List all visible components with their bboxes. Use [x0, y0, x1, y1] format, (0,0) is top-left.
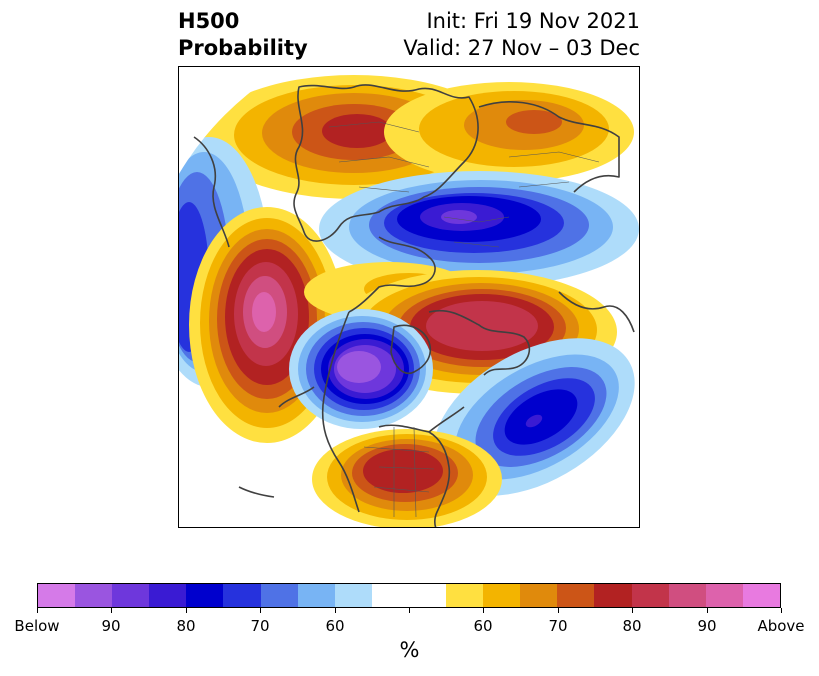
- colorbar-tick-labels: Below 90 80 70 60 60 70 80 90 Above: [0, 617, 819, 637]
- probability-map: [179, 75, 639, 527]
- valid-period: Valid: 27 Nov – 03 Dec: [403, 36, 640, 60]
- anomaly-below-central-arctic: [319, 171, 639, 287]
- colorbar-cell: [223, 584, 261, 607]
- colorbar-tick-label: 60: [473, 617, 493, 635]
- colorbar-tick: [558, 608, 559, 613]
- colorbar-tick: [409, 608, 410, 613]
- colorbar-tick-label: 80: [176, 617, 196, 635]
- colorbar-cell: [483, 584, 521, 607]
- colorbar-cell: [668, 584, 706, 607]
- anomaly-above-eastern-us: [312, 429, 502, 527]
- colorbar-cell: [75, 584, 113, 607]
- title-variable: H500: [178, 9, 240, 33]
- colorbar-tick-label: 70: [548, 617, 568, 635]
- title-subtitle: Probability: [178, 36, 308, 60]
- colorbar-units-label: %: [399, 638, 420, 662]
- colorbar: [37, 583, 781, 608]
- colorbar-cell: [149, 584, 187, 607]
- colorbar-cell: [334, 584, 372, 607]
- colorbar-cell: [520, 584, 558, 607]
- colorbar-tick-label: Above: [757, 617, 805, 635]
- colorbar-cell: [297, 584, 335, 607]
- colorbar-cell: [631, 584, 669, 607]
- colorbar-cell: [594, 584, 632, 607]
- colorbar-tick-label: 70: [250, 617, 270, 635]
- title-left: H500 Probability: [178, 8, 308, 62]
- colorbar-tick: [335, 608, 336, 613]
- colorbar-tick: [632, 608, 633, 613]
- colorbar-tick-label: 80: [622, 617, 642, 635]
- colorbar-cell: [408, 584, 447, 607]
- colorbar-cell: [260, 584, 298, 607]
- colorbar-tick: [483, 608, 484, 613]
- colorbar-tick: [37, 608, 38, 613]
- colorbar-tick-label: 90: [101, 617, 121, 635]
- title-right: Init: Fri 19 Nov 2021 Valid: 27 Nov – 03…: [403, 8, 640, 62]
- colorbar-tick: [111, 608, 112, 613]
- borders: [328, 121, 600, 518]
- colorbar-tick-label: 60: [325, 617, 345, 635]
- map-frame: [178, 66, 640, 528]
- init-time: Init: Fri 19 Nov 2021: [426, 9, 640, 33]
- colorbar-cell: [446, 584, 484, 607]
- coastlines: [193, 84, 635, 527]
- colorbar-ticks: [37, 608, 782, 616]
- colorbar-tick: [260, 608, 261, 613]
- colorbar-cell: [742, 584, 780, 607]
- colorbar-cell: [557, 584, 595, 607]
- colorbar-cell: [705, 584, 743, 607]
- colorbar-cell: [112, 584, 150, 607]
- colorbar-tick: [707, 608, 708, 613]
- anomaly-below-western-canada: [289, 309, 433, 429]
- anomaly-above-beaufort-arctic: [384, 82, 634, 182]
- colorbar-tick-label: 90: [697, 617, 717, 635]
- colorbar-tick: [781, 608, 782, 613]
- colorbar-cell: [38, 584, 76, 607]
- colorbar-tick: [186, 608, 187, 613]
- colorbar-tick-label: Below: [14, 617, 60, 635]
- colorbar-cell: [186, 584, 224, 607]
- colorbar-cell: [371, 584, 409, 607]
